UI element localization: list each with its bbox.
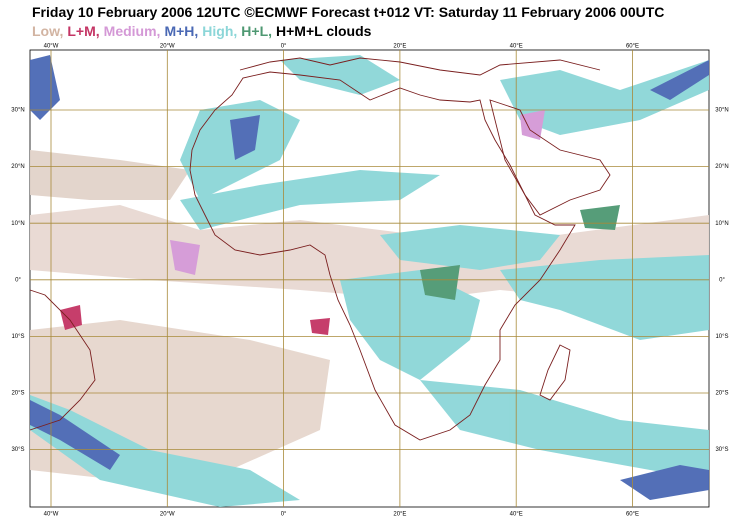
lon-label: 0° bbox=[281, 44, 287, 50]
lat-label: 20°N bbox=[715, 164, 728, 170]
cloud-high bbox=[380, 225, 560, 270]
lat-label: 10°N bbox=[715, 221, 728, 227]
lon-label: 20°W bbox=[160, 44, 175, 50]
title: Friday 10 February 2006 12UTC ©ECMWF For… bbox=[32, 4, 665, 20]
legend-item: H+M+L clouds bbox=[276, 23, 372, 39]
cloud-high bbox=[500, 255, 709, 340]
cloud-m-h bbox=[620, 465, 709, 500]
cloud-m-h bbox=[650, 60, 709, 100]
graticule bbox=[30, 50, 709, 507]
lon-label: 40°W bbox=[44, 512, 59, 518]
lon-label: 20°E bbox=[393, 44, 406, 50]
lat-label: 20°S bbox=[715, 391, 728, 397]
lat-label: 10°S bbox=[715, 334, 728, 340]
cloud-high bbox=[280, 55, 400, 95]
cloud-m-h bbox=[230, 115, 260, 160]
lat-label: 0° bbox=[15, 277, 21, 283]
cloud-high bbox=[500, 60, 709, 135]
cloud-h-l bbox=[420, 265, 460, 300]
legend-item: L+M, bbox=[67, 23, 100, 39]
cloud-cover bbox=[30, 55, 709, 507]
coastlines bbox=[29, 57, 611, 441]
lon-label: 40°E bbox=[510, 44, 523, 50]
lon-label: 20°E bbox=[393, 512, 406, 518]
cloud-m-h bbox=[30, 55, 60, 120]
legend-item: H+L, bbox=[241, 23, 273, 39]
lon-label: 20°W bbox=[160, 512, 175, 518]
lon-label: 60°E bbox=[626, 512, 639, 518]
lon-label: 0° bbox=[281, 512, 287, 518]
lon-label: 40°E bbox=[510, 512, 523, 518]
lat-label: 30°S bbox=[11, 447, 24, 453]
lat-label: 30°N bbox=[11, 108, 24, 114]
lat-label: 30°N bbox=[715, 108, 728, 114]
madagascar-coast bbox=[539, 344, 571, 401]
lat-label: 10°N bbox=[11, 221, 24, 227]
arabia-coast bbox=[489, 99, 611, 216]
cloud-low bbox=[30, 150, 190, 200]
lat-label: 20°N bbox=[11, 164, 24, 170]
cloud-m-h bbox=[30, 400, 120, 470]
legend-item: Medium, bbox=[103, 23, 161, 39]
lat-label: 30°S bbox=[715, 447, 728, 453]
cloud-medium bbox=[170, 240, 200, 275]
legend: Low, L+M, Medium, M+H, High, H+L, H+M+L clouds bbox=[32, 23, 375, 39]
cloud-medium bbox=[520, 110, 545, 140]
europe-coast bbox=[239, 57, 601, 76]
africa-coast bbox=[189, 71, 576, 441]
lon-label: 40°W bbox=[44, 44, 59, 50]
legend-item: M+H, bbox=[164, 23, 199, 39]
cloud-high bbox=[180, 170, 440, 230]
cloud-h-l bbox=[580, 205, 620, 230]
legend-item: High, bbox=[202, 23, 238, 39]
south-america-coast bbox=[29, 289, 96, 431]
cloud-l-m bbox=[310, 318, 330, 335]
cloud-high bbox=[420, 380, 709, 480]
lon-label: 60°E bbox=[626, 44, 639, 50]
legend-item: Low, bbox=[32, 23, 64, 39]
lat-label: 20°S bbox=[11, 391, 24, 397]
cloud-l-m bbox=[60, 305, 82, 330]
lat-label: 10°S bbox=[11, 334, 24, 340]
cloud-high bbox=[30, 395, 300, 507]
lat-label: 0° bbox=[719, 277, 725, 283]
